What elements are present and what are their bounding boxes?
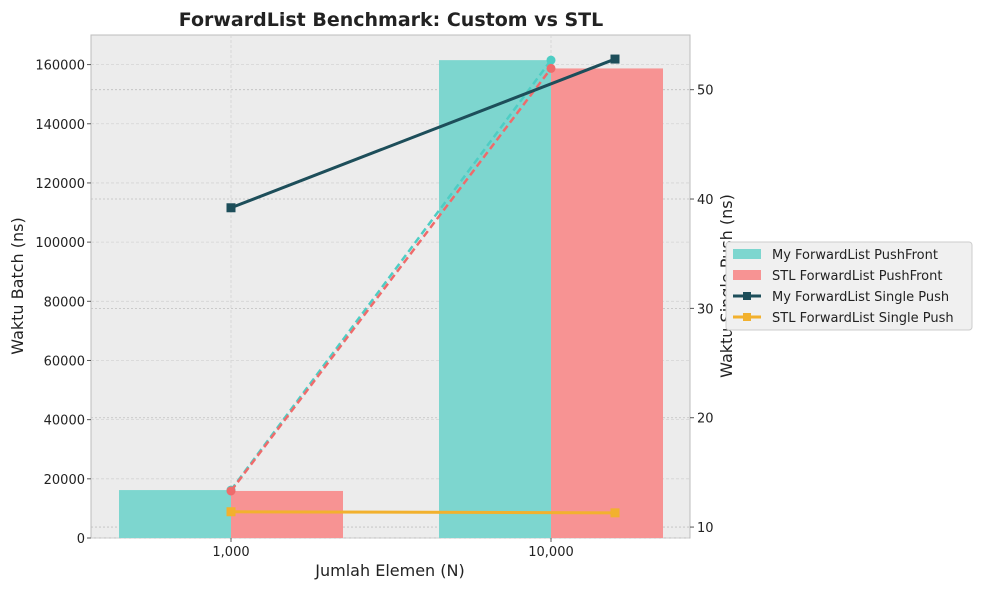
y-tick-label-7: 140000 (35, 118, 85, 133)
y-tick-label-2: 40000 (44, 414, 85, 429)
y2-tick-label-0: 10 (697, 521, 714, 536)
legend-box (725, 241, 973, 331)
line-0 (230, 57, 616, 210)
x-tick-label-1: 10,000 (528, 545, 574, 560)
legend-swatch-0 (733, 249, 761, 259)
line-point-0-0 (226, 203, 236, 213)
x-axis-label: Jumlah Elemen (N) (314, 561, 464, 580)
dashed-trend-lines (226, 55, 556, 496)
bar-0-0 (119, 490, 231, 538)
legend-marker-3 (743, 313, 751, 321)
legend-label-2: My ForwardList Single Push (772, 290, 949, 305)
bar-1-0 (231, 490, 343, 538)
x-axis: 1,000 10,000 (212, 538, 574, 560)
y-tick-label-5: 100000 (35, 236, 85, 251)
line-point-0-1 (610, 54, 620, 64)
dashed-point-0-1 (546, 55, 556, 65)
y-tick-label-0: 0 (77, 532, 85, 547)
line-point-1-0 (226, 507, 236, 517)
legend-label-1: STL ForwardList PushFront (772, 269, 942, 284)
dashed-line-0 (229, 59, 553, 491)
y2-tick-label-3: 40 (697, 193, 714, 208)
y-tick-label-3: 60000 (44, 354, 85, 369)
y-tick-label-6: 120000 (35, 177, 85, 192)
legend-marker-2 (743, 292, 751, 300)
dashed-line-1 (230, 67, 552, 492)
y-axis-label: Waktu Batch (ns) (8, 217, 27, 354)
legend-label-3: STL ForwardList Single Push (772, 311, 954, 326)
bars (119, 60, 663, 539)
single-push-lines (226, 54, 620, 518)
legend-label-0: My ForwardList PushFront (772, 248, 938, 263)
dashed-point-1-1 (546, 63, 556, 73)
bar-1-1 (551, 68, 663, 539)
y2-tick-label-2: 30 (697, 302, 714, 317)
dashed-point-1-0 (226, 486, 236, 496)
x-tick-label-0: 1,000 (212, 545, 249, 560)
y2-tick-label-4: 50 (697, 84, 714, 99)
legend-swatch-1 (733, 270, 761, 280)
right-y-axis: 10 20 30 40 50 (690, 84, 714, 536)
bar-0-1 (439, 60, 551, 539)
y2-tick-label-1: 20 (697, 412, 714, 427)
y-tick-label-4: 80000 (44, 295, 85, 310)
y-tick-label-1: 20000 (44, 473, 85, 488)
line-point-1-1 (610, 508, 620, 518)
left-y-axis: 0 20000 40000 60000 80000 100000 120000 140000 1… (35, 59, 91, 547)
legend: My ForwardList PushFront STL ForwardList … (725, 241, 973, 331)
line-1 (230, 510, 616, 515)
chart-title: ForwardList Benchmark: Custom vs STL (179, 9, 604, 31)
y-tick-label-8: 160000 (35, 59, 85, 74)
